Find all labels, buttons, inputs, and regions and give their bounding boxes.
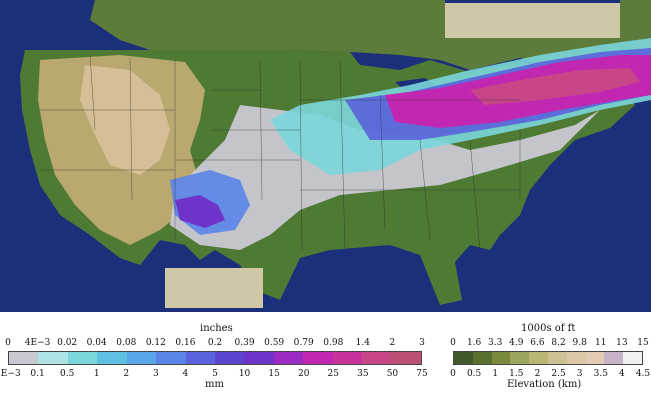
tick-label: 2 [534, 369, 541, 379]
color-swatch [156, 352, 186, 364]
color-swatch [566, 352, 586, 364]
tick-label: 0.98 [323, 338, 344, 348]
tick-label: 9.8 [572, 338, 587, 348]
color-swatch [214, 352, 245, 364]
state-boundaries [40, 54, 521, 251]
elevation-legend-title: 1000s of ft [521, 323, 576, 334]
color-swatch [67, 352, 98, 364]
color-swatch [623, 352, 642, 364]
tick-label: 6.6 [530, 338, 545, 348]
tick-label: 25 [327, 369, 340, 379]
tick-label: 1 [492, 369, 499, 379]
tick-label: 0.04 [86, 338, 107, 348]
precip-color-bar [8, 351, 422, 365]
tick-label: 0.08 [116, 338, 137, 348]
tick-label: 3.3 [488, 338, 503, 348]
mm-tick-labels: 2E−3 0.1 0.5 1 2 3 4 5 10 15 20 25 35 50 75 [0, 369, 430, 381]
canada-land [90, 0, 651, 100]
color-swatch [97, 352, 127, 364]
tick-label: 0.5 [466, 369, 482, 379]
precip-legend: inches 0 4E−3 0.02 0.04 0.08 0.12 0.16 0.2 0.39 0… [0, 314, 430, 401]
color-swatch [303, 352, 333, 364]
tick-label: 0.12 [145, 338, 166, 348]
tick-label: 0 [450, 369, 456, 379]
tick-label: 2 [389, 338, 396, 348]
tick-label: 2E−3 [0, 369, 21, 379]
tick-label: 4.5 [635, 369, 651, 379]
tick-label: 13 [616, 338, 628, 348]
color-swatch [510, 352, 530, 364]
precip-legend-unit: mm [205, 379, 224, 390]
color-swatch [472, 352, 492, 364]
tick-label: 3.5 [593, 369, 608, 379]
tick-label: 4.9 [509, 338, 524, 348]
elevation-legend-unit: Elevation (km) [507, 379, 582, 390]
color-swatch [585, 352, 605, 364]
tick-label: 1.4 [355, 338, 371, 348]
tick-label: 0.59 [264, 338, 285, 348]
tick-label: 3 [576, 369, 583, 379]
inch-tick-labels: 0 4E−3 0.02 0.04 0.08 0.12 0.16 0.2 0.39 0.59 0.79… [0, 338, 430, 350]
color-swatch [126, 352, 157, 364]
color-swatch [332, 352, 363, 364]
elevation-color-bar [453, 351, 643, 365]
color-swatch [547, 352, 567, 364]
tick-label: 0.1 [30, 369, 45, 379]
no-data-tile-mexico [165, 268, 263, 308]
tick-label: 15 [637, 338, 649, 348]
tick-label: 4E−3 [24, 338, 51, 348]
tick-label: 0.02 [57, 338, 78, 348]
snowfall-map [0, 0, 651, 312]
color-swatch [391, 352, 421, 364]
tick-label: 3 [419, 338, 425, 348]
color-swatch [9, 352, 39, 364]
color-swatch [454, 352, 473, 364]
tick-label: 15 [268, 369, 280, 379]
color-swatch [38, 352, 68, 364]
color-swatch [604, 352, 624, 364]
color-swatch [244, 352, 274, 364]
tick-label: 75 [416, 369, 428, 379]
tick-label: 1.6 [466, 338, 482, 348]
tick-label: 4 [619, 369, 625, 379]
tick-label: 8.2 [551, 338, 566, 348]
tick-label: 5 [212, 369, 218, 379]
rocky-mountains [80, 65, 170, 175]
tick-label: 0.2 [207, 338, 223, 348]
tick-label: 0.39 [234, 338, 255, 348]
color-swatch [185, 352, 215, 364]
tick-label: 11 [595, 338, 607, 348]
tick-label: 0.79 [293, 338, 314, 348]
tick-label: 20 [297, 369, 310, 379]
tick-label: 0 [450, 338, 456, 348]
tick-label: 50 [386, 369, 399, 379]
ft-tick-labels: 0 1.6 3.3 4.9 6.6 8.2 9.8 11 13 15 [445, 338, 651, 350]
tick-label: 2 [123, 369, 130, 379]
color-swatch [529, 352, 548, 364]
snow-band-light [170, 105, 600, 250]
tick-label: 10 [238, 369, 251, 379]
tick-label: 1 [93, 369, 100, 379]
tick-label: 3 [152, 369, 159, 379]
color-swatch [362, 352, 392, 364]
snow-band-core [470, 68, 640, 105]
color-swatch [491, 352, 511, 364]
tick-label: 35 [357, 369, 369, 379]
precip-legend-title: inches [200, 323, 233, 334]
tick-label: 0 [5, 338, 11, 348]
snow-band-purple-sw [175, 195, 225, 228]
tick-label: 4 [182, 369, 189, 379]
color-swatch [273, 352, 304, 364]
tick-label: 0.16 [175, 338, 196, 348]
no-data-tile-north [445, 3, 620, 38]
tick-label: 2.5 [551, 369, 566, 379]
tick-label: 1.5 [509, 369, 524, 379]
km-tick-labels: 0 0.5 1 1.5 2 2.5 3 3.5 4 4.5 [445, 369, 651, 381]
tick-label: 0.5 [59, 369, 75, 379]
